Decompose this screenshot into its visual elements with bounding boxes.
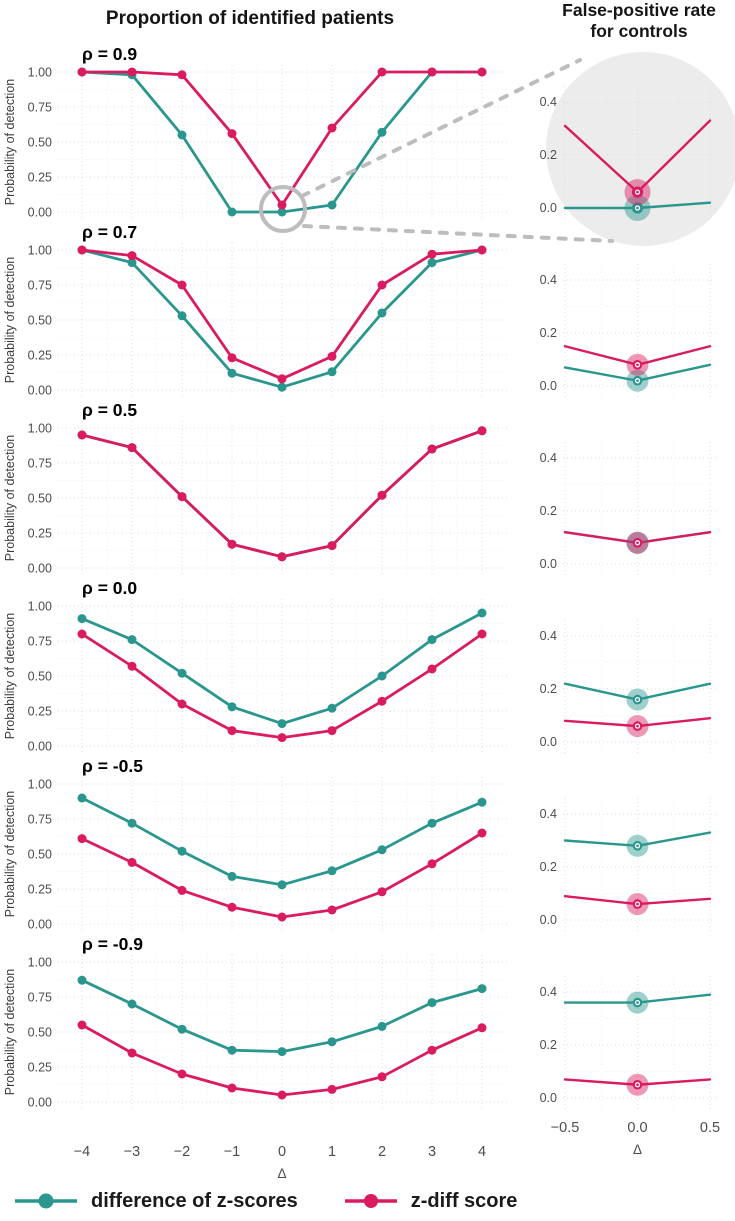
legend-label: z-diff score [410, 1189, 518, 1212]
panel-row-3: 1.00 0.75 0.50 0.25 0.00 Probability of detec… [3, 578, 718, 755]
svg-text:0.0: 0.0 [540, 379, 557, 393]
legend-item-difference-of-z-scores: difference of z-scores [14, 1190, 298, 1213]
svg-text:1.00: 1.00 [28, 600, 52, 614]
svg-text:0.2: 0.2 [540, 682, 557, 696]
svg-text:1: 1 [328, 1144, 336, 1160]
svg-text:0.75: 0.75 [28, 101, 52, 115]
svg-text:Probability of detection: Probability of detection [3, 257, 17, 384]
svg-text:0.75: 0.75 [28, 991, 52, 1005]
svg-text:Probability of detection: Probability of detection [3, 613, 17, 740]
svg-text:Probability of detection: Probability of detection [3, 79, 17, 206]
svg-text:0.4: 0.4 [540, 273, 557, 287]
legend: difference of z-scores z-diff score [14, 1183, 734, 1219]
svg-text:Δ: Δ [633, 1142, 642, 1157]
svg-text:0.2: 0.2 [540, 504, 557, 518]
svg-text:0.2: 0.2 [540, 148, 557, 162]
svg-text:0.4: 0.4 [540, 985, 557, 999]
svg-text:−1: −1 [224, 1144, 241, 1160]
panel-row-5: 1.00 0.75 0.50 0.25 0.00 Probability of detec… [3, 934, 718, 1111]
svg-text:0.25: 0.25 [28, 527, 52, 541]
svg-text:ρ = 0.7: ρ = 0.7 [82, 222, 137, 242]
svg-text:4: 4 [478, 1144, 486, 1160]
svg-text:0.50: 0.50 [28, 314, 52, 328]
x-axis-labels: −4 −3 −2 −1 0 1 2 3 4 Δ −0.5 0.0 0.5 Δ [74, 1120, 720, 1181]
right-column-title: False-positive rate for controls [562, 0, 716, 41]
svg-text:−0.5: −0.5 [551, 1120, 580, 1136]
svg-text:ρ = 0.0: ρ = 0.0 [82, 578, 137, 598]
svg-text:0.00: 0.00 [28, 918, 52, 932]
svg-text:0.50: 0.50 [28, 1026, 52, 1040]
svg-text:−4: −4 [74, 1144, 91, 1160]
svg-text:Probability of detection: Probability of detection [3, 435, 17, 562]
svg-text:0.4: 0.4 [540, 807, 557, 821]
svg-text:0.0: 0.0 [627, 1120, 647, 1136]
svg-text:0.75: 0.75 [28, 457, 52, 471]
svg-text:0.50: 0.50 [28, 848, 52, 862]
svg-text:1.00: 1.00 [28, 66, 52, 80]
panel-row-2: 1.00 0.75 0.50 0.25 0.00 Probability of detec… [3, 400, 718, 577]
left-column-title: Proportion of identified patients [105, 8, 395, 29]
svg-text:0.2: 0.2 [540, 1038, 557, 1052]
svg-text:2: 2 [378, 1144, 386, 1160]
svg-text:0.0: 0.0 [540, 1091, 557, 1105]
svg-text:0: 0 [278, 1144, 286, 1160]
svg-text:ρ = 0.9: ρ = 0.9 [82, 44, 137, 64]
panel-row-1: 1.00 0.75 0.50 0.25 0.00 Probability of detec… [3, 222, 718, 399]
svg-text:0.00: 0.00 [28, 562, 52, 576]
svg-text:0.0: 0.0 [540, 557, 557, 571]
svg-text:1.00: 1.00 [28, 422, 52, 436]
svg-text:0.25: 0.25 [28, 349, 52, 363]
svg-text:0.4: 0.4 [540, 95, 557, 109]
svg-text:0.4: 0.4 [540, 629, 557, 643]
svg-text:0.25: 0.25 [28, 705, 52, 719]
svg-text:0.25: 0.25 [28, 1061, 52, 1075]
panel-row-4: 1.00 0.75 0.50 0.25 0.00 Probability of detec… [3, 756, 718, 933]
svg-text:Δ: Δ [277, 1166, 286, 1181]
svg-text:0.00: 0.00 [28, 740, 52, 754]
svg-text:ρ = -0.9: ρ = -0.9 [82, 934, 143, 954]
svg-text:0.75: 0.75 [28, 813, 52, 827]
svg-text:0.4: 0.4 [540, 451, 557, 465]
svg-text:0.00: 0.00 [28, 206, 52, 220]
svg-text:0.50: 0.50 [28, 136, 52, 150]
svg-text:0.75: 0.75 [28, 635, 52, 649]
svg-text:−3: −3 [124, 1144, 141, 1160]
svg-text:0.00: 0.00 [28, 384, 52, 398]
svg-text:Probability of detection: Probability of detection [3, 791, 17, 918]
svg-text:ρ = 0.5: ρ = 0.5 [82, 400, 137, 420]
pink-line-dot-icon [344, 1194, 397, 1208]
svg-text:−2: −2 [174, 1144, 191, 1160]
svg-text:Probability of detection: Probability of detection [3, 969, 17, 1096]
svg-text:0.5: 0.5 [700, 1120, 720, 1136]
legend-item-z-diff-score: z-diff score [344, 1189, 518, 1213]
svg-text:0.25: 0.25 [28, 171, 52, 185]
svg-text:3: 3 [428, 1144, 436, 1160]
svg-text:0.2: 0.2 [540, 860, 557, 874]
svg-text:0.0: 0.0 [540, 735, 557, 749]
svg-text:ρ = -0.5: ρ = -0.5 [82, 756, 143, 776]
teal-line-dot-icon [15, 1193, 77, 1209]
svg-text:1.00: 1.00 [28, 956, 52, 970]
svg-text:0.25: 0.25 [28, 883, 52, 897]
svg-text:0.0: 0.0 [540, 913, 557, 927]
svg-text:0.00: 0.00 [28, 1096, 52, 1110]
svg-text:1.00: 1.00 [28, 778, 52, 792]
panel-row-0: 1.00 0.75 0.50 0.25 0.00 Probability of detec… [3, 44, 718, 221]
svg-text:1.00: 1.00 [28, 244, 52, 258]
svg-text:0.50: 0.50 [28, 670, 52, 684]
legend-label: difference of z-scores [91, 1189, 298, 1212]
svg-text:0.0: 0.0 [540, 201, 557, 215]
svg-text:0.75: 0.75 [28, 279, 52, 293]
svg-text:0.50: 0.50 [28, 492, 52, 506]
svg-text:0.2: 0.2 [540, 326, 557, 340]
